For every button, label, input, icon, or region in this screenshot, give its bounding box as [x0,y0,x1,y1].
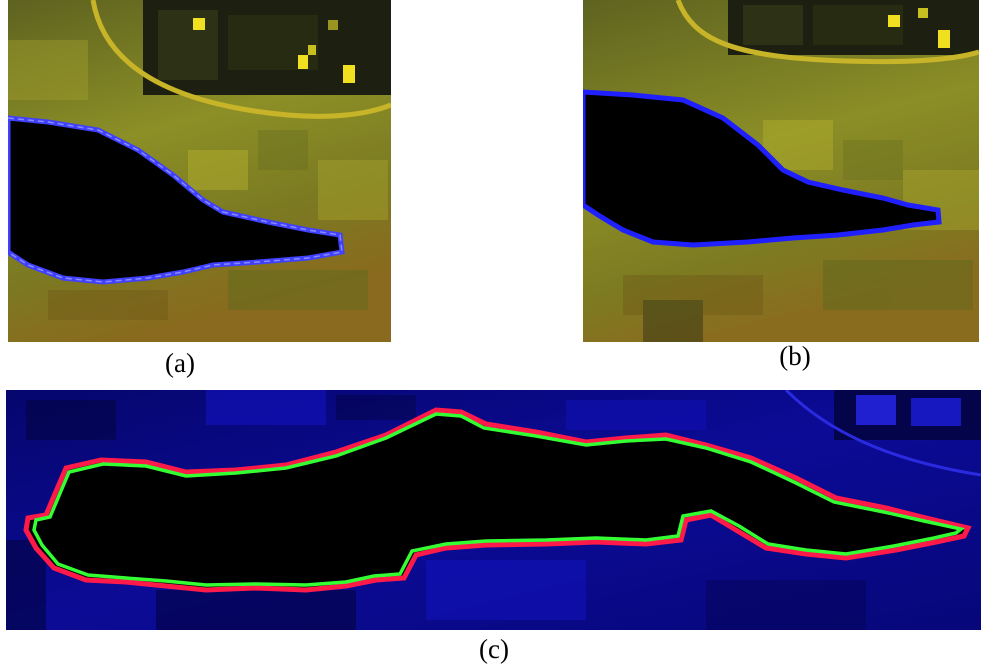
road-curve [90,0,391,119]
caption-b: (b) [779,341,811,371]
building [728,0,979,55]
water-boundary-highlight [8,117,343,283]
water-body [583,89,942,248]
road-curve [784,390,981,477]
building [834,390,981,440]
water-boundary-green [32,412,965,587]
satellite-image-b [583,0,979,342]
satellite-image-b-canvas [583,0,979,342]
road-curve [675,0,979,65]
satellite-image-a-canvas [8,0,391,342]
caption-c: (c) [479,634,509,664]
vegetation-texture [8,40,388,320]
caption-a: (a) [165,348,195,378]
satellite-image-c-canvas [6,390,981,630]
satellite-image-a [8,0,391,342]
satellite-image-c [6,390,981,630]
building [143,0,391,95]
